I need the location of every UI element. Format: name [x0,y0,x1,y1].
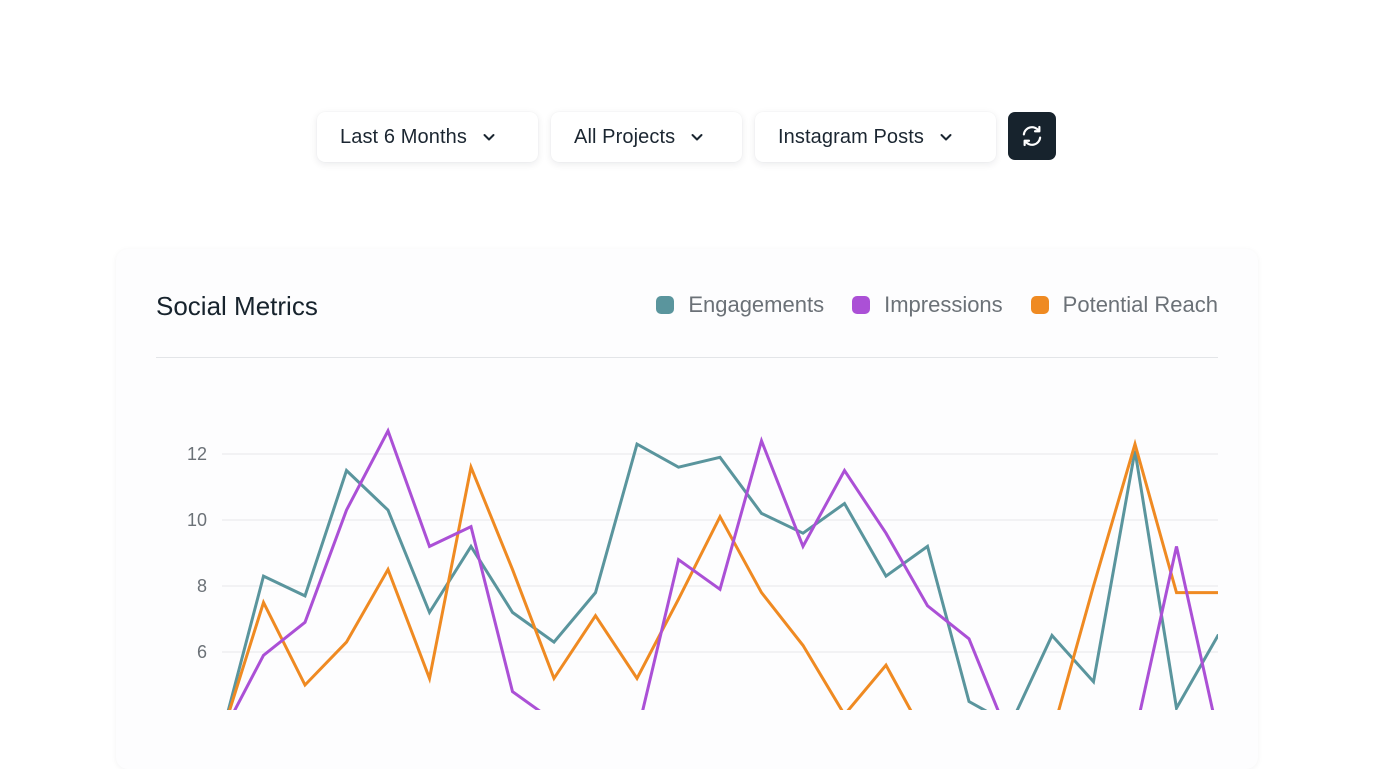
series-line-potential-reach[interactable] [222,438,1374,710]
chevron-down-icon [938,129,954,145]
series-line-engagements[interactable] [222,441,1374,710]
y-tick-label: 6 [197,642,207,662]
y-tick-label: 12 [187,444,207,464]
source-dropdown[interactable]: Instagram Posts [755,112,996,162]
source-label: Instagram Posts [778,125,925,148]
chevron-down-icon [481,129,497,145]
date-range-label: Last 6 Months [340,125,467,148]
refresh-icon [1019,123,1045,149]
legend-label-potential-reach: Potential Reach [1062,292,1218,317]
legend-swatch-potential-reach [1030,296,1049,314]
legend-label-engagements: Engagements [688,292,825,317]
legend-swatch-impressions [852,296,871,314]
card-title: Social Metrics [156,291,318,321]
chevron-down-icon [689,129,705,145]
legend-swatch-engagements [656,296,675,314]
legend-item-potential-reach[interactable]: Potential Reach [1030,292,1218,318]
chart-legend: Engagements Impressions Potential Reach [628,292,1218,318]
date-range-dropdown[interactable]: Last 6 Months [317,112,538,162]
legend-label-impressions: Impressions [884,292,1003,317]
y-tick-label: 10 [187,510,207,530]
header-divider [156,357,1218,358]
series-line-impressions[interactable] [222,427,1374,710]
projects-label: All Projects [574,125,676,148]
refresh-button[interactable] [1008,112,1056,160]
filter-bar: Last 6 Months All Projects Instagram Pos… [0,112,1374,162]
line-chart: 6 8 10 12 [187,427,1374,710]
y-tick-label: 8 [197,576,207,596]
legend-item-impressions[interactable]: Impressions [852,292,1003,318]
projects-dropdown[interactable]: All Projects [551,112,742,162]
legend-item-engagements[interactable]: Engagements [656,292,824,318]
series-group [222,427,1374,710]
